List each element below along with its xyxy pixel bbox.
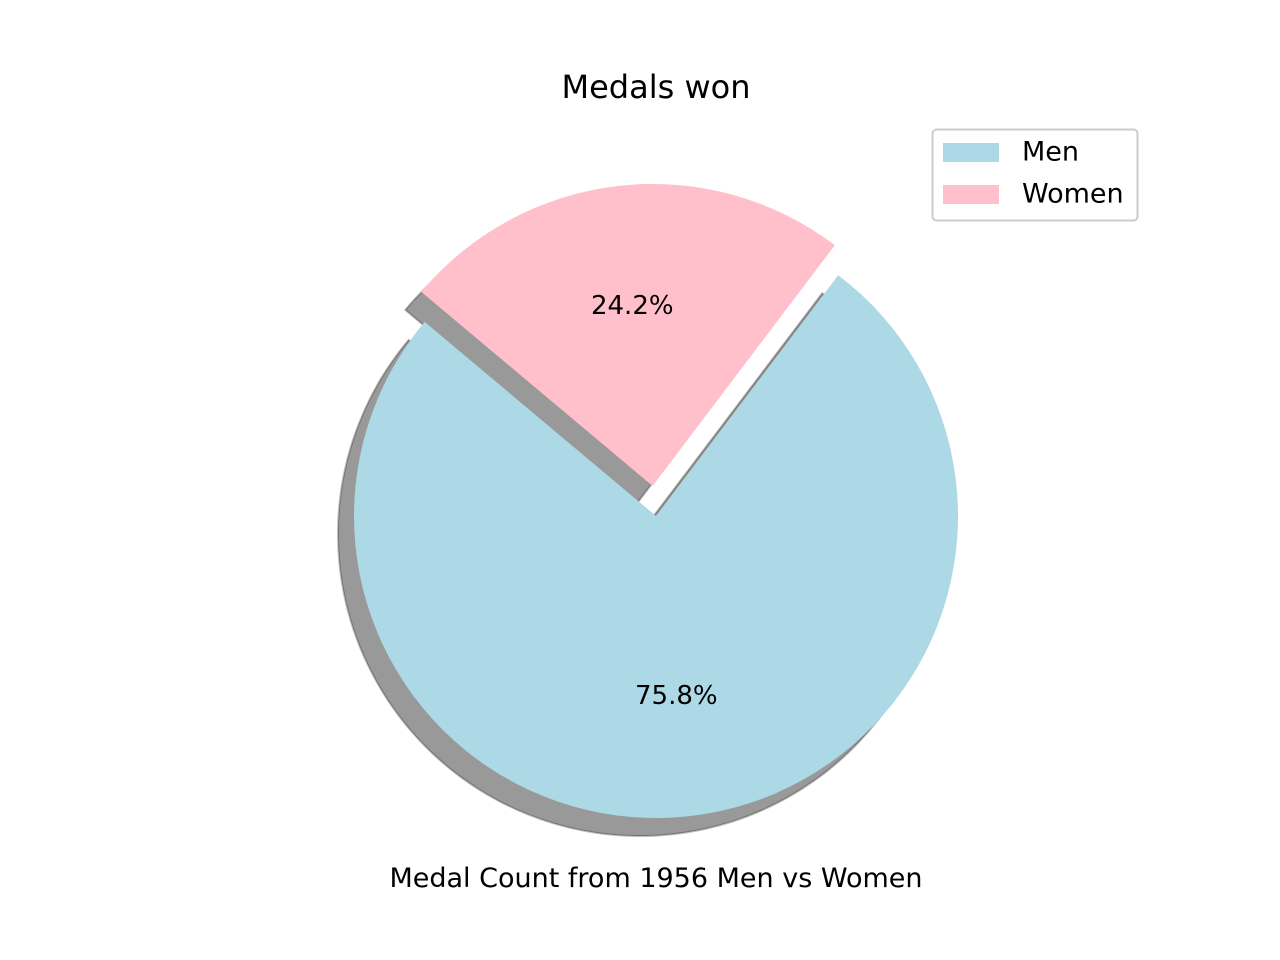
pie-slice-women [421, 183, 835, 486]
legend-items: Men Women [943, 137, 1124, 210]
legend-label-women: Women [1022, 179, 1124, 210]
pie-slice-men [353, 275, 958, 819]
legend: Men Women [931, 128, 1139, 222]
chart-title: Medals won [562, 68, 751, 106]
x-axis-label: Medal Count from 1956 Men vs Women [389, 863, 922, 894]
legend-swatch-women [943, 185, 999, 204]
slice-layer [353, 183, 958, 819]
percent-label-layer: 75.8% 24.2% [591, 291, 718, 711]
legend-label-men: Men [1022, 137, 1079, 168]
legend-swatch-men [943, 143, 999, 162]
percent-label-men: 75.8% [635, 681, 718, 711]
percent-label-women: 24.2% [591, 291, 674, 321]
